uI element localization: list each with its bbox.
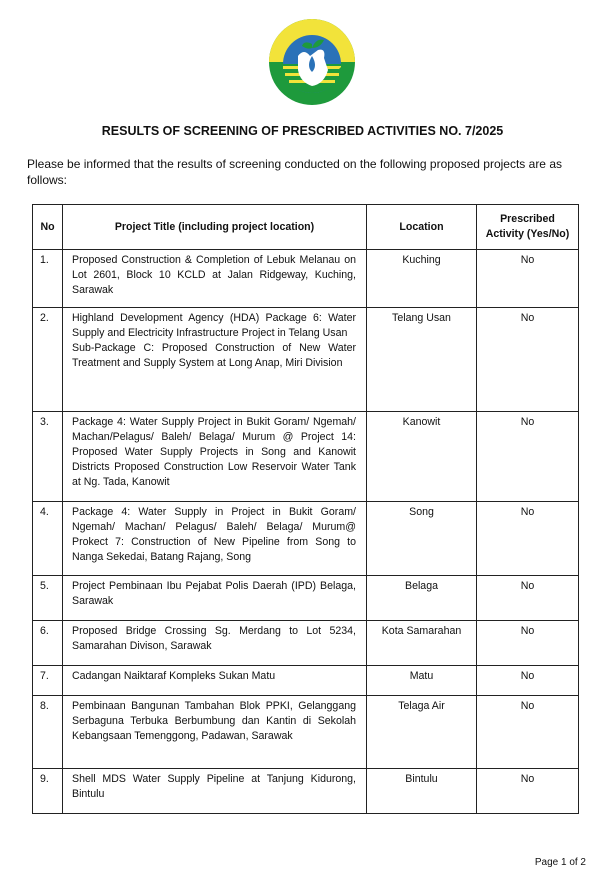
prescribed-cell: No bbox=[476, 411, 579, 502]
project-title: Package 4: Water Supply Project in Bukit… bbox=[72, 416, 356, 488]
project-title-cell: Proposed Bridge Crossing Sg. Merdang to … bbox=[62, 620, 367, 666]
location-cell: Bintulu bbox=[366, 768, 477, 814]
row-number: 1. bbox=[32, 249, 63, 308]
row-number: 6. bbox=[32, 620, 63, 666]
project-title: Proposed Bridge Crossing Sg. Merdang to … bbox=[72, 625, 356, 652]
location-cell: Kuching bbox=[366, 249, 477, 308]
prescribed-cell: No bbox=[476, 768, 579, 814]
table-row: 6. Proposed Bridge Crossing Sg. Merdang … bbox=[32, 620, 579, 666]
agency-logo bbox=[269, 19, 355, 105]
row-number: 4. bbox=[32, 501, 63, 576]
row-number: 3. bbox=[32, 411, 63, 502]
row-number: 9. bbox=[32, 768, 63, 814]
project-title: Highland Development Agency (HDA) Packag… bbox=[72, 312, 356, 339]
header-prescribed: Prescribed Activity (Yes/No) bbox=[476, 204, 579, 250]
row-number: 5. bbox=[32, 575, 63, 621]
project-title: Project Pembinaan Ibu Pejabat Polis Daer… bbox=[72, 580, 356, 607]
project-title: Shell MDS Water Supply Pipeline at Tanju… bbox=[72, 773, 356, 800]
project-title: Pembinaan Bangunan Tambahan Blok PPKI, G… bbox=[72, 700, 356, 742]
prescribed-cell: No bbox=[476, 575, 579, 621]
prescribed-cell: No bbox=[476, 665, 579, 696]
project-title-cell: Shell MDS Water Supply Pipeline at Tanju… bbox=[62, 768, 367, 814]
row-number: 7. bbox=[32, 665, 63, 696]
project-title: Cadangan Naiktaraf Kompleks Sukan Matu bbox=[72, 670, 276, 682]
project-title-cell: Proposed Construction & Completion of Le… bbox=[62, 249, 367, 308]
prescribed-cell: No bbox=[476, 501, 579, 576]
table-row: 7. Cadangan Naiktaraf Kompleks Sukan Mat… bbox=[32, 665, 579, 696]
prescribed-cell: No bbox=[476, 307, 579, 412]
header-location: Location bbox=[366, 204, 477, 250]
project-title-cell: Package 4: Water Supply in Project in Bu… bbox=[62, 501, 367, 576]
prescribed-cell: No bbox=[476, 620, 579, 666]
table-row: 9. Shell MDS Water Supply Pipeline at Ta… bbox=[32, 768, 579, 814]
table-row: 3. Package 4: Water Supply Project in Bu… bbox=[32, 411, 579, 502]
table-row: 4. Package 4: Water Supply in Project in… bbox=[32, 501, 579, 576]
page-title: RESULTS OF SCREENING OF PRESCRIBED ACTIV… bbox=[101, 124, 504, 138]
intro-text: Please be informed that the results of s… bbox=[27, 157, 562, 187]
project-subtitle: Sub-Package C: Proposed Construction of … bbox=[72, 342, 356, 369]
project-title-cell: Cadangan Naiktaraf Kompleks Sukan Matu bbox=[62, 665, 367, 696]
screening-results-table: No Project Title (including project loca… bbox=[32, 204, 579, 814]
location-cell: Belaga bbox=[366, 575, 477, 621]
header-no: No bbox=[32, 204, 63, 250]
table-row: 1. Proposed Construction & Completion of… bbox=[32, 249, 579, 308]
project-title-cell: Package 4: Water Supply Project in Bukit… bbox=[62, 411, 367, 502]
location-cell: Telang Usan bbox=[366, 307, 477, 412]
table-row: 2. Highland Development Agency (HDA) Pac… bbox=[32, 307, 579, 412]
location-cell: Kota Samarahan bbox=[366, 620, 477, 666]
table-row: 5. Project Pembinaan Ibu Pejabat Polis D… bbox=[32, 575, 579, 621]
row-number: 2. bbox=[32, 307, 63, 412]
row-number: 8. bbox=[32, 695, 63, 769]
table-row: 8. Pembinaan Bangunan Tambahan Blok PPKI… bbox=[32, 695, 579, 769]
project-title: Package 4: Water Supply in Project in Bu… bbox=[72, 506, 356, 563]
project-title-cell: Pembinaan Bangunan Tambahan Blok PPKI, G… bbox=[62, 695, 367, 769]
prescribed-cell: No bbox=[476, 249, 579, 308]
location-cell: Kanowit bbox=[366, 411, 477, 502]
location-cell: Song bbox=[366, 501, 477, 576]
header-project: Project Title (including project locatio… bbox=[62, 204, 367, 250]
project-title-cell: Highland Development Agency (HDA) Packag… bbox=[62, 307, 367, 412]
location-cell: Telaga Air bbox=[366, 695, 477, 769]
table-header-row: No Project Title (including project loca… bbox=[32, 204, 579, 250]
project-title: Proposed Construction & Completion of Le… bbox=[72, 254, 356, 296]
project-title-cell: Project Pembinaan Ibu Pejabat Polis Daer… bbox=[62, 575, 367, 621]
page-number: Page 1 of 2 bbox=[534, 857, 586, 868]
location-cell: Matu bbox=[366, 665, 477, 696]
prescribed-cell: No bbox=[476, 695, 579, 769]
